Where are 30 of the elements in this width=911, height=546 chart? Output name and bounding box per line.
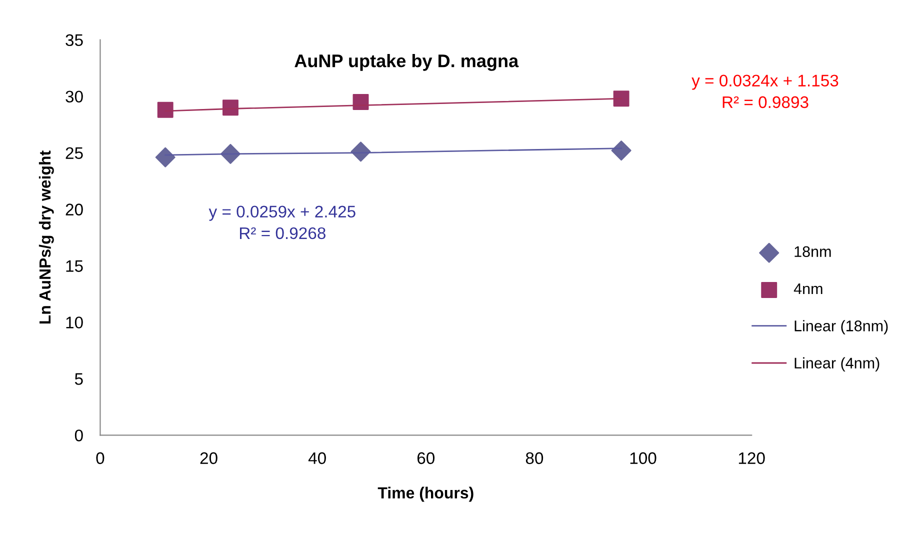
y-tick-label: 10: [66, 316, 83, 328]
x-tick-label: 120: [738, 452, 765, 464]
x-tick-label: 100: [630, 452, 656, 464]
text: AuNP uptake by D. magna: [294, 54, 519, 71]
x-tick-label: 60: [417, 452, 435, 464]
annotation: y = 0.0324x + 1.153 R² = 0.9893: [692, 74, 838, 108]
y-tick-label: 25: [66, 147, 83, 160]
y-tick-label: 0: [74, 430, 83, 442]
legend-label: 4nm: [794, 284, 822, 294]
point: [352, 94, 369, 110]
x-tick-label: 80: [526, 452, 544, 464]
point: [157, 102, 174, 118]
point: [611, 140, 632, 161]
y-tick-label: 20: [66, 204, 83, 216]
y-axis-title: Ln AuNPs/g dry weight: [38, 150, 54, 324]
legend-label: Linear (4nm): [794, 357, 880, 372]
y-tick-label: 35: [66, 34, 83, 46]
legend-label: 18nm: [794, 246, 831, 258]
y-tick-label: 5: [74, 373, 83, 385]
annotation: y = 0.0259x + 2.425 R² = 0.9268: [208, 206, 356, 240]
x-tick-label: 20: [200, 452, 218, 464]
legend-label: Linear (18nm): [794, 320, 888, 334]
point: [613, 90, 630, 107]
y-tick-label: 15: [66, 260, 83, 272]
x-tick-label: 0: [96, 452, 104, 464]
point: [222, 100, 238, 116]
point: [155, 147, 176, 168]
x-tick-label: 40: [308, 452, 326, 464]
y-tick-label: 30: [66, 90, 83, 103]
x-axis-title: Time (hours): [378, 486, 474, 502]
